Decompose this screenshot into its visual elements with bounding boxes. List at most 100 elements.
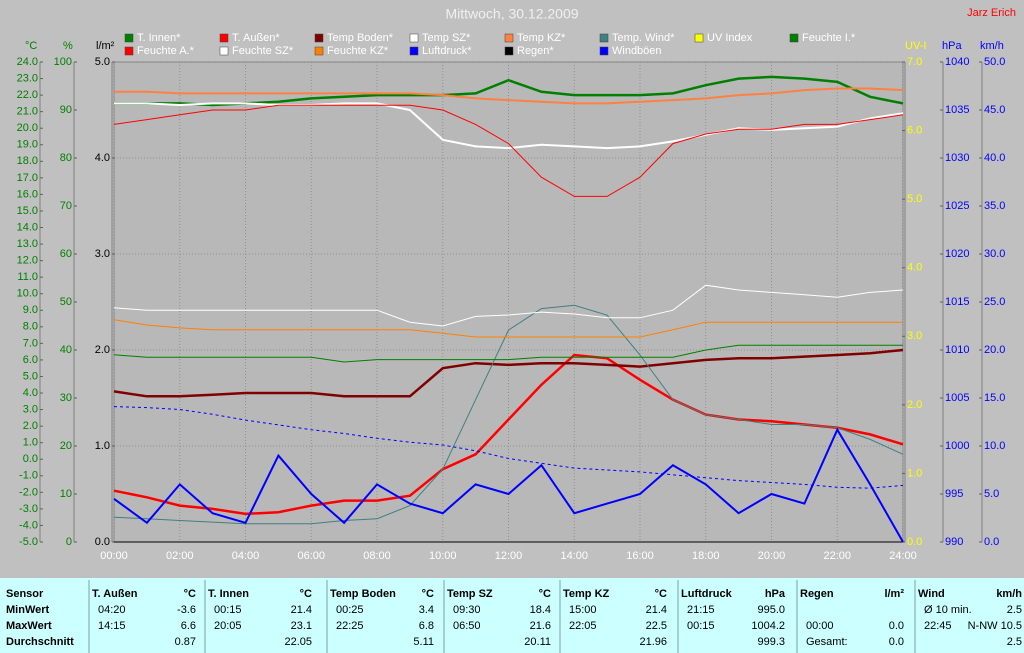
table-header: Regen xyxy=(800,588,834,600)
tick-label: -1.0 xyxy=(19,470,38,482)
legend-label: T. Außen* xyxy=(232,32,280,44)
table-value: 995.0 xyxy=(757,604,785,616)
tick-label: 4.0 xyxy=(95,152,110,164)
table-time: 21:15 xyxy=(687,604,715,616)
table-unit: km/h xyxy=(996,588,1022,600)
table-time: 22:25 xyxy=(336,620,364,632)
tick-label: 1040 xyxy=(945,56,969,68)
tick-label: 2.0 xyxy=(23,420,38,432)
tick-label: 2.0 xyxy=(907,399,922,411)
tick-label: 80 xyxy=(60,152,72,164)
table-value: 18.4 xyxy=(530,604,551,616)
table-time: 04:20 xyxy=(98,604,126,616)
table-value: 21.96 xyxy=(639,636,667,648)
legend-swatch xyxy=(314,33,324,43)
legend-swatch xyxy=(314,46,324,56)
legend-swatch xyxy=(124,46,134,56)
x-tick-label: 20:00 xyxy=(758,550,786,562)
tick-label: 3.0 xyxy=(23,403,38,415)
legend-swatch xyxy=(789,33,799,43)
tick-label: 4.0 xyxy=(23,387,38,399)
tick-label: 10.0 xyxy=(984,440,1005,452)
tick-label: 19.0 xyxy=(17,139,38,151)
table-value: 2.5 xyxy=(1007,636,1022,648)
tick-label: 10.0 xyxy=(17,288,38,300)
tick-label: -5.0 xyxy=(19,536,38,548)
x-tick-label: 18:00 xyxy=(692,550,720,562)
tick-label: 35.0 xyxy=(984,200,1005,212)
table-unit: l/m² xyxy=(884,588,904,600)
tick-label: 1.0 xyxy=(907,467,922,479)
legend-label: Luftdruck* xyxy=(422,45,472,57)
tick-label: 20.0 xyxy=(17,122,38,134)
x-tick-label: 02:00 xyxy=(166,550,194,562)
table-value: 22.05 xyxy=(284,636,312,648)
legend-swatch xyxy=(694,33,704,43)
tick-label: 13.0 xyxy=(17,238,38,250)
legend-label: T. Innen* xyxy=(137,32,181,44)
table-value: 6.6 xyxy=(181,620,196,632)
table-time: 22:05 xyxy=(569,620,597,632)
table-value: 1004.2 xyxy=(751,620,785,632)
x-tick-label: 12:00 xyxy=(495,550,523,562)
table-value: 2.5 xyxy=(1007,604,1022,616)
tick-label: 25.0 xyxy=(984,296,1005,308)
axis-label: % xyxy=(63,40,73,52)
table-unit: °C xyxy=(655,588,667,600)
table-value: 3.4 xyxy=(419,604,434,616)
table-time: 00:00 xyxy=(806,620,834,632)
tick-label: 3.0 xyxy=(907,330,922,342)
table-time: 00:25 xyxy=(336,604,364,616)
tick-label: 50.0 xyxy=(984,56,1005,68)
legend-label: Temp. Wind* xyxy=(612,32,675,44)
table-time: 15:00 xyxy=(569,604,597,616)
legend-swatch xyxy=(409,33,419,43)
tick-label: 20 xyxy=(60,440,72,452)
table-value: 23.1 xyxy=(291,620,312,632)
table-background xyxy=(0,578,1024,653)
tick-label: 0.0 xyxy=(984,536,999,548)
table-value: 0.87 xyxy=(175,636,196,648)
author: Jarz Erich xyxy=(967,7,1016,19)
table-time: 22:45 xyxy=(924,620,952,632)
table-time: 14:15 xyxy=(98,620,126,632)
legend-label: Temp KZ* xyxy=(517,32,566,44)
tick-label: 14.0 xyxy=(17,221,38,233)
tick-label: 3.0 xyxy=(95,248,110,260)
tick-label: 1.0 xyxy=(23,437,38,449)
axis-label: °C xyxy=(25,40,37,52)
tick-label: 90 xyxy=(60,104,72,116)
table-header: Temp SZ xyxy=(447,588,493,600)
tick-label: 20.0 xyxy=(984,344,1005,356)
table-time: Ø 10 min. xyxy=(924,604,972,616)
legend-label: Feuchte SZ* xyxy=(232,45,294,57)
tick-label: 1.0 xyxy=(95,440,110,452)
tick-label: 5.0 xyxy=(95,56,110,68)
chart-title: Mittwoch, 30.12.2009 xyxy=(445,6,578,22)
table-row-label: MinWert xyxy=(6,604,50,616)
series-line xyxy=(114,102,904,150)
tick-label: 1025 xyxy=(945,200,969,212)
tick-label: 100 xyxy=(54,56,72,68)
table-value: 21.4 xyxy=(646,604,667,616)
table-unit: hPa xyxy=(765,588,786,600)
tick-label: 6.0 xyxy=(23,354,38,366)
x-tick-label: 24:00 xyxy=(889,550,917,562)
legend-swatch xyxy=(599,46,609,56)
tick-label: 23.0 xyxy=(17,72,38,84)
tick-label: 990 xyxy=(945,536,963,548)
table-header: Sensor xyxy=(6,588,44,600)
tick-label: 24.0 xyxy=(17,56,38,68)
tick-label: 2.0 xyxy=(95,344,110,356)
series-line xyxy=(113,344,903,363)
tick-label: 0 xyxy=(66,536,72,548)
tick-label: 1015 xyxy=(945,296,969,308)
series-line xyxy=(114,87,904,105)
legend-swatch xyxy=(219,33,229,43)
table-value: 20.11 xyxy=(524,636,551,648)
tick-label: 15.0 xyxy=(17,205,38,217)
x-tick-label: 08:00 xyxy=(363,550,391,562)
tick-label: 995 xyxy=(945,488,963,500)
tick-label: 0.0 xyxy=(23,453,38,465)
